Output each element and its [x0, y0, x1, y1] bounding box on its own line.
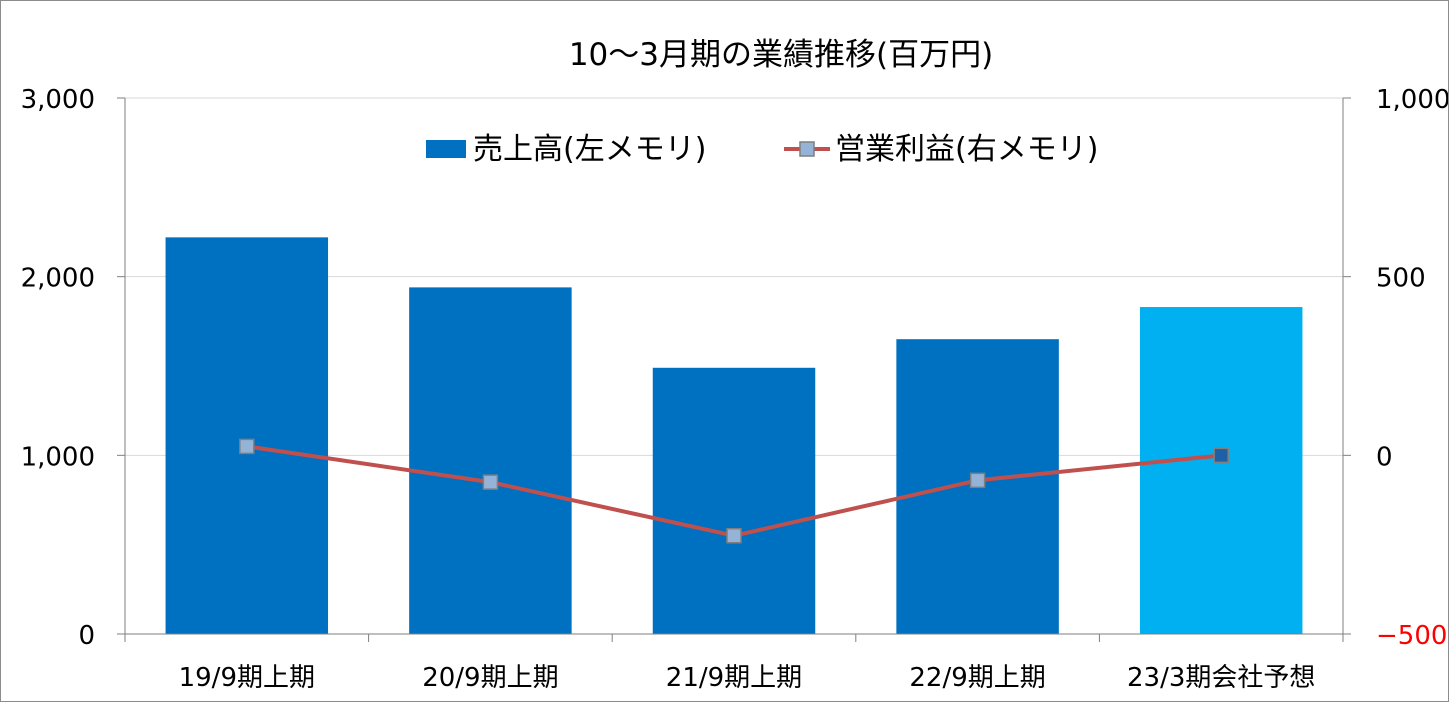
- left-tick-label: 3,000: [21, 85, 95, 115]
- sales-bar: [409, 287, 572, 634]
- operating-profit-marker: [482, 474, 499, 490]
- right-tick-label: 500: [1376, 264, 1426, 294]
- category-label: 21/9期上期: [666, 663, 802, 693]
- legend: 売上高(左メモリ) 営業利益(右メモリ): [426, 132, 1098, 167]
- operating-profit-marker: [239, 438, 255, 455]
- legend-swatch-sales: [426, 140, 466, 158]
- right-tick-label: −500: [1376, 621, 1447, 651]
- operating-profit-marker: [969, 472, 986, 489]
- sales-bar: [652, 367, 816, 634]
- operating-profit-marker: [1213, 447, 1229, 464]
- category-label: 20/9期上期: [422, 663, 558, 693]
- legend-swatch-profit-marker: [799, 141, 815, 157]
- right-tick-label: 1,000: [1376, 85, 1448, 115]
- right-tick-label: 0: [1376, 442, 1393, 472]
- sales-bar: [165, 237, 329, 635]
- sales-bar: [1139, 307, 1303, 634]
- left-tick-label: 2,000: [21, 264, 95, 294]
- legend-label-sales: 売上高(左メモリ): [473, 132, 706, 167]
- axes: 0 1,000 2,000 3,000 −500 0 500 1,000 19/9期上期 20/9…: [21, 85, 1448, 693]
- category-label: 23/3期会社予想: [1127, 663, 1315, 693]
- category-label: 19/9期上期: [179, 663, 315, 693]
- category-label: 22/9期上期: [909, 663, 1045, 693]
- legend-label-profit: 営業利益(右メモリ): [835, 132, 1098, 167]
- sales-bars: [165, 237, 1303, 635]
- chart-title: 10～3月期の業績推移(百万円): [569, 37, 993, 73]
- operating-profit-line: [239, 438, 1229, 544]
- operating-profit-marker: [726, 527, 742, 544]
- left-tick-label: 1,000: [21, 442, 95, 472]
- left-tick-label: 0: [78, 621, 95, 651]
